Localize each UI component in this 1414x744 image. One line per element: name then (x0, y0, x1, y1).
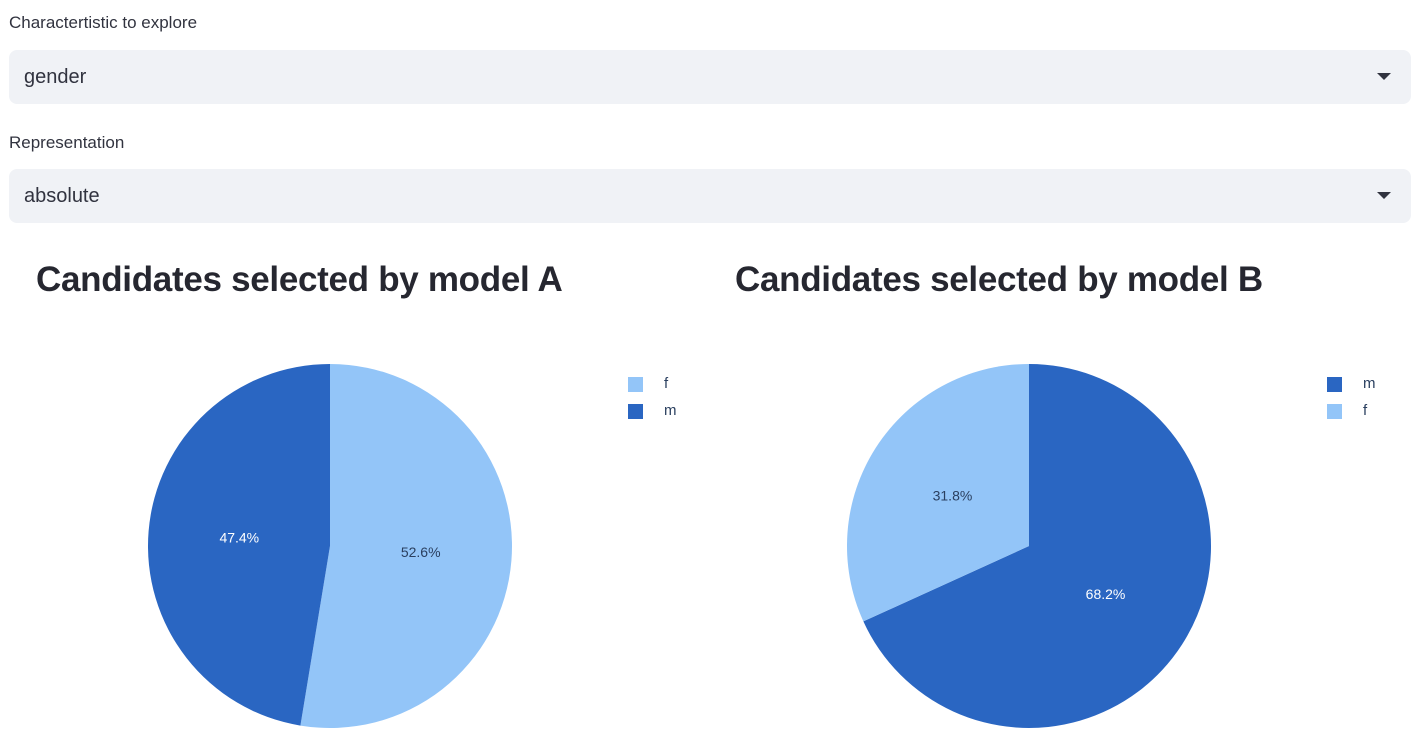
chart-a-label-f: 52.6% (401, 544, 441, 560)
chart-b-slice-m[interactable] (863, 364, 1211, 728)
chart-b-label-m: 68.2% (1086, 586, 1126, 602)
representation-label: Representation (9, 133, 125, 152)
chart-a-label-m: 47.4% (219, 529, 259, 545)
chevron-down-icon (1377, 73, 1391, 80)
chart-b-title: Candidates selected by model B (735, 260, 1263, 299)
chevron-down-icon (1377, 192, 1391, 199)
chart-b-slice-f[interactable] (847, 364, 1029, 622)
legend-label: f (1363, 402, 1368, 419)
chart-b-label-f: 31.8% (933, 487, 973, 503)
legend-label: m (664, 402, 677, 419)
legend-swatch (628, 377, 643, 392)
characteristic-select-value: gender (24, 66, 87, 88)
chart-a-slice-m[interactable] (147, 364, 330, 726)
legend-swatch (1327, 404, 1342, 419)
representation-select[interactable]: absolute (9, 169, 1411, 223)
characteristic-select[interactable]: gender (9, 50, 1411, 104)
chart-a-slice-f[interactable] (300, 364, 512, 728)
legend-label: m (1363, 375, 1376, 392)
legend-swatch (1327, 377, 1342, 392)
representation-select-value: absolute (24, 185, 100, 207)
characteristic-label: Charactertistic to explore (9, 13, 198, 32)
chart-a-title: Candidates selected by model A (36, 260, 563, 299)
legend-swatch (628, 404, 643, 419)
legend-label: f (664, 375, 669, 392)
